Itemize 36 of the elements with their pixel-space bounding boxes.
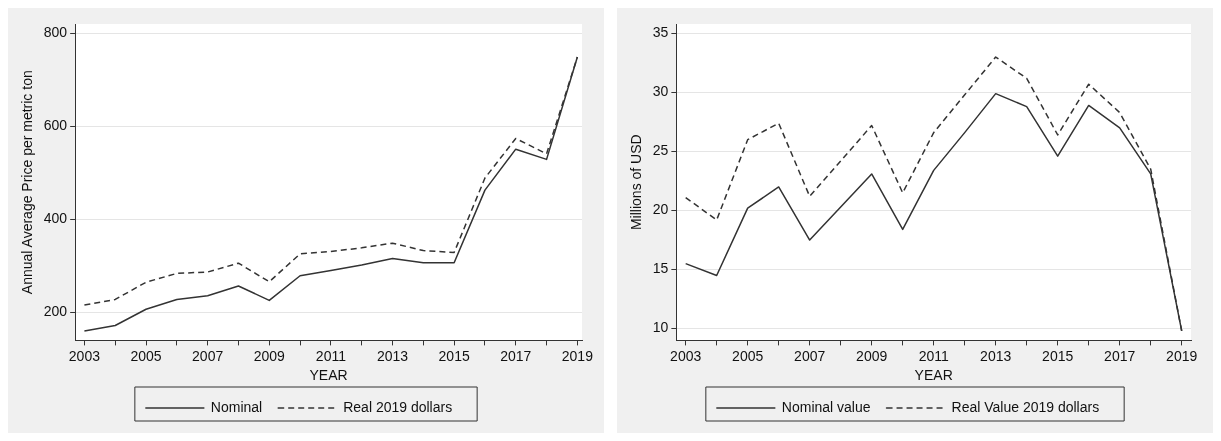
legend-label: Real 2019 dollars (343, 398, 453, 415)
x-tick-label: 2017 (500, 347, 532, 364)
x-axis-title: YEAR (914, 367, 953, 384)
x-tick-label: 2005 (732, 347, 764, 364)
x-tick-label: 2015 (1042, 347, 1074, 364)
x-tick-label: 2011 (918, 347, 949, 364)
x-tick-label: 2005 (130, 347, 162, 364)
y-tick-label: 20 (652, 201, 669, 218)
y-tick-label: 400 (43, 210, 68, 227)
legend-label: Real Value 2019 dollars (951, 398, 1100, 415)
x-tick-label: 2013 (980, 347, 1012, 364)
y-tick-label: 200 (43, 303, 68, 320)
x-tick-label: 2019 (1166, 347, 1198, 364)
y-tick-label: 10 (652, 319, 669, 336)
x-tick-label: 2019 (561, 347, 594, 364)
y-tick-label: 35 (652, 24, 669, 41)
y-tick-label: 15 (652, 260, 669, 277)
y-tick-label: 25 (652, 142, 669, 159)
x-tick-label: 2007 (192, 347, 224, 364)
x-tick-label: 2009 (253, 347, 286, 364)
x-tick-label: 2013 (376, 347, 409, 364)
x-tick-label: 2017 (1104, 347, 1136, 364)
x-tick-label: 2007 (794, 347, 826, 364)
legend-label: Nominal (210, 398, 263, 415)
x-tick-label: 2011 (315, 347, 347, 364)
x-tick-label: 2003 (68, 347, 101, 364)
x-axis-title: YEAR (309, 367, 348, 384)
y-tick-label: 600 (43, 117, 68, 134)
y-axis-title: Annual Average Price per metric ton (19, 70, 36, 295)
x-tick-label: 2003 (670, 347, 702, 364)
x-tick-label: 2009 (856, 347, 888, 364)
x-tick-label: 2015 (438, 347, 470, 364)
y-tick-label: 30 (652, 83, 669, 100)
y-axis-title: Millions of USD (628, 134, 645, 231)
legend-label: Nominal value (781, 398, 871, 415)
y-tick-label: 800 (43, 24, 68, 41)
